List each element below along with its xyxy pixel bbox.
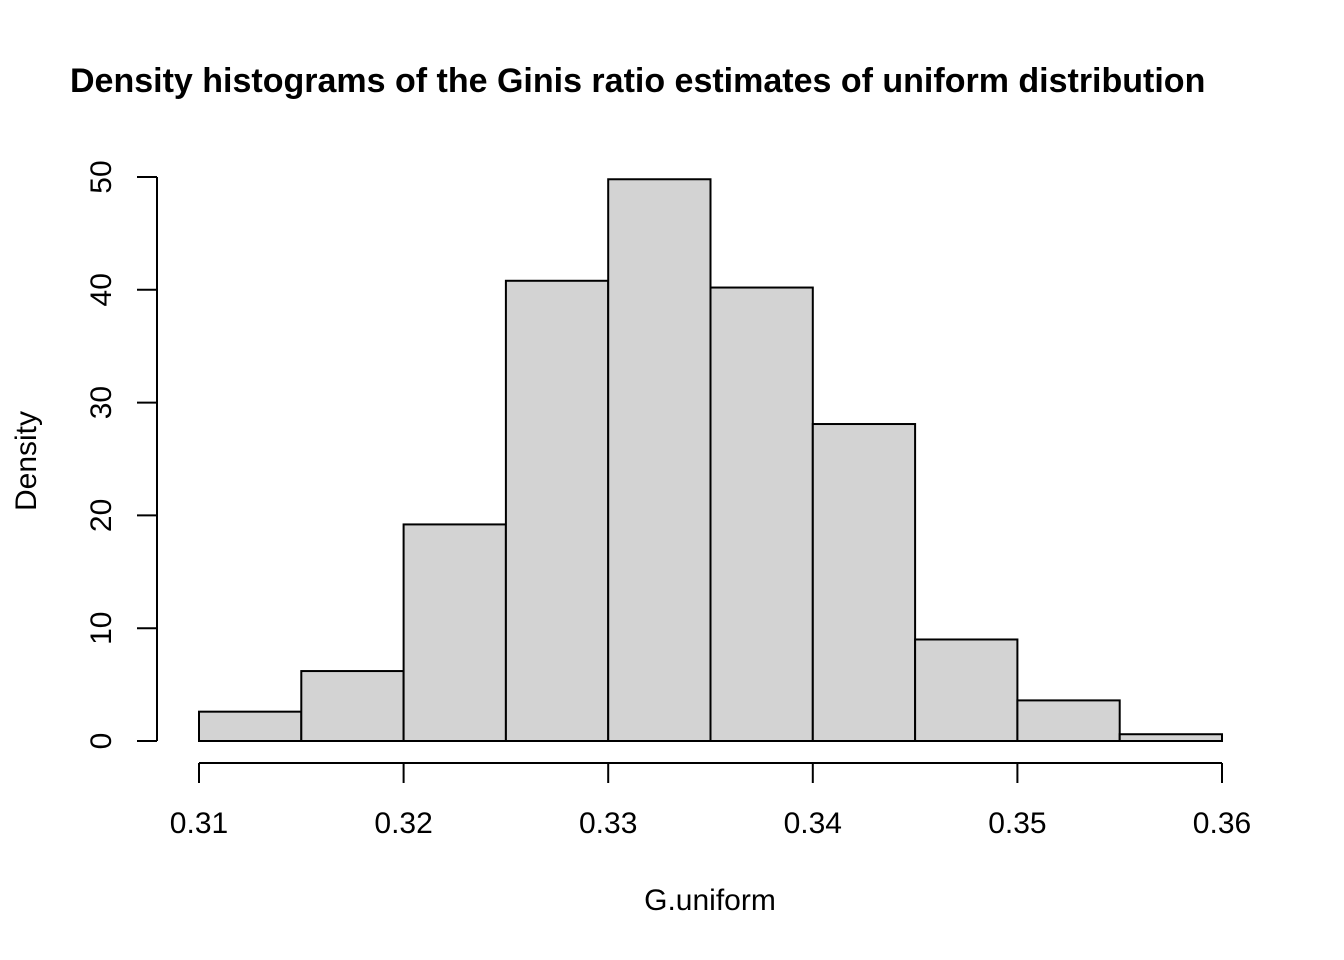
histogram-bar <box>811 423 917 742</box>
histogram-bar <box>198 710 303 742</box>
chart-title: Density histograms of the Ginis ratio es… <box>70 62 1205 100</box>
x-tick-label: 0.35 <box>988 807 1046 840</box>
x-tick-label: 0.36 <box>1193 807 1251 840</box>
y-tick-label: 10 <box>85 612 118 645</box>
y-tick-label: 0 <box>85 733 118 750</box>
y-axis: 0 10 20 30 40 50 <box>85 160 158 750</box>
y-tick-label: 50 <box>85 160 118 193</box>
histogram-bar <box>1016 699 1121 743</box>
x-axis-label: G.uniform <box>644 884 776 917</box>
x-tick-label: 0.34 <box>784 807 842 840</box>
histogram-bar <box>709 286 814 742</box>
histogram-bar <box>504 279 610 742</box>
histogram-bar <box>914 638 1019 742</box>
histogram-bar <box>300 670 405 742</box>
histogram-bar <box>607 178 712 742</box>
histogram-bar <box>1118 733 1223 742</box>
bars-group <box>198 178 1223 743</box>
y-axis-label: Density <box>10 411 43 511</box>
histogram-bar <box>402 523 507 742</box>
y-tick-label: 30 <box>85 386 118 419</box>
x-tick-label: 0.33 <box>579 807 637 840</box>
y-tick-label: 40 <box>85 273 118 306</box>
x-tick-label: 0.31 <box>170 807 228 840</box>
x-axis: 0.31 0.32 0.33 0.34 0.35 0.36 <box>170 762 1251 840</box>
x-tick-label: 0.32 <box>374 807 432 840</box>
y-tick-label: 20 <box>85 499 118 532</box>
